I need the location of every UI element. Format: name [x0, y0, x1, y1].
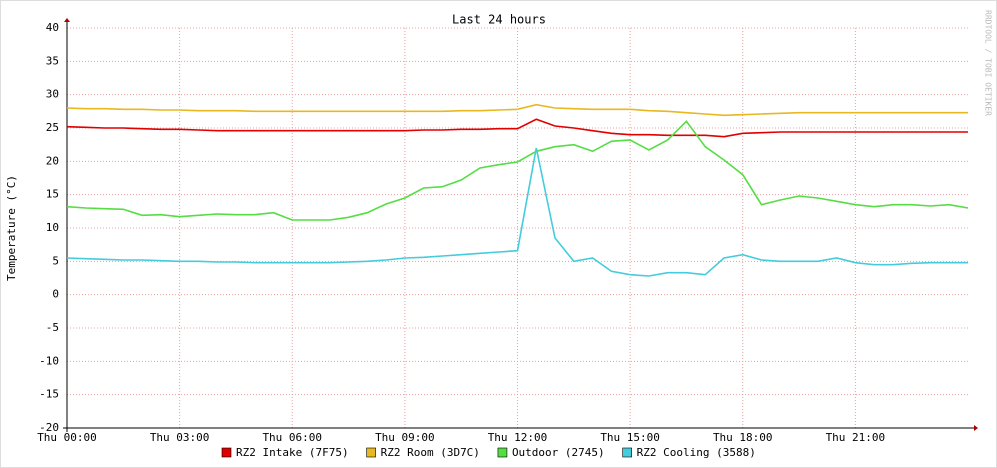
series-line	[66, 120, 969, 221]
y-axis-label: Temperature (°C)	[5, 175, 18, 281]
watermark: RRDTOOL / TOBI OETIKER	[984, 10, 993, 116]
y-tick-label: 25	[46, 121, 59, 134]
legend-swatch	[622, 447, 632, 458]
y-tick-label: 5	[52, 254, 59, 267]
x-tick-label: Thu 21:00	[826, 431, 886, 444]
chart-title: Last 24 hours	[452, 13, 546, 27]
x-tick-label: Thu 15:00	[600, 431, 660, 444]
x-tick-label: Thu 00:00	[37, 431, 97, 444]
x-axis-arrow	[974, 425, 978, 431]
y-tick-label: 20	[46, 154, 59, 167]
x-tick-label: Thu 06:00	[262, 431, 322, 444]
y-tick-label: -15	[39, 388, 59, 401]
legend-label: RZ2 Room (3D7C)	[381, 446, 480, 459]
y-tick-label: -5	[46, 321, 59, 334]
y-tick-label: -10	[39, 354, 59, 367]
y-tick-label: 0	[52, 288, 59, 301]
legend-label: Outdoor (2745)	[512, 446, 605, 459]
y-axis-arrow	[64, 18, 70, 22]
x-tick-label: Thu 09:00	[375, 431, 435, 444]
x-tick-label: Thu 18:00	[713, 431, 773, 444]
legend-swatch	[497, 447, 508, 458]
y-tick-label: 15	[46, 188, 59, 201]
legend-swatch	[221, 447, 232, 458]
x-tick-label: Thu 12:00	[488, 431, 548, 444]
y-tick-label: 30	[46, 88, 59, 101]
y-tick-label: -20	[39, 421, 59, 434]
legend-swatch	[366, 447, 376, 458]
legend-label: RZ2 Cooling (3588)	[637, 446, 756, 459]
series-line	[66, 147, 968, 277]
x-tick-label: Thu 03:00	[150, 431, 210, 444]
legend-label: RZ2 Intake (7F75)	[236, 446, 349, 459]
y-tick-label: 40	[46, 21, 59, 34]
y-tick-label: 35	[46, 54, 59, 67]
series-line	[66, 103, 968, 117]
series-line	[66, 118, 968, 138]
y-tick-label: 10	[46, 221, 59, 234]
